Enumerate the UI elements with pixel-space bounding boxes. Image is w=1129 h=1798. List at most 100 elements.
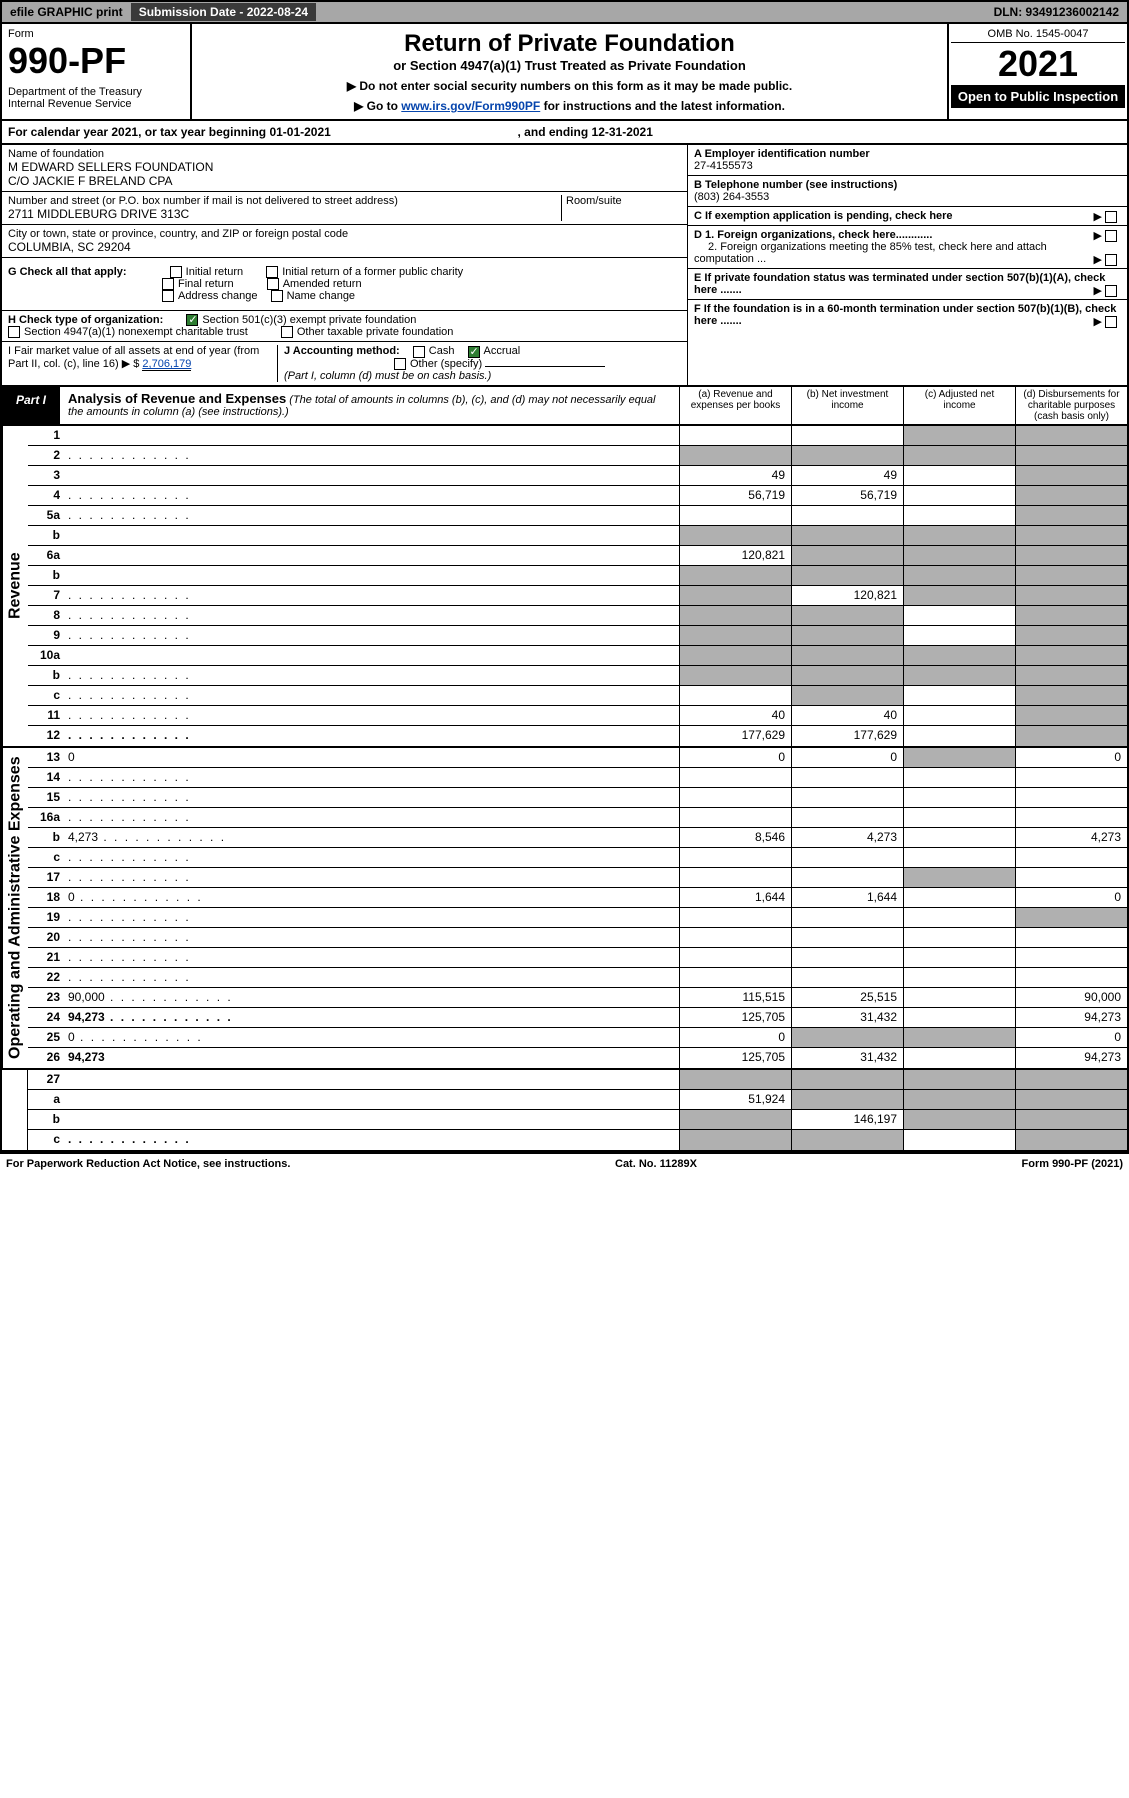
col-c bbox=[903, 968, 1015, 987]
col-a bbox=[679, 968, 791, 987]
col-a bbox=[679, 928, 791, 947]
checkbox-accrual[interactable] bbox=[468, 346, 480, 358]
col-d bbox=[1015, 706, 1127, 725]
e-label: E If private foundation status was termi… bbox=[694, 272, 1105, 296]
col-a: 56,719 bbox=[679, 486, 791, 505]
line-num: 19 bbox=[28, 908, 64, 927]
col-c-header: (c) Adjusted net income bbox=[903, 387, 1015, 424]
f-cell: F If the foundation is in a 60-month ter… bbox=[688, 300, 1127, 330]
col-c bbox=[903, 1070, 1015, 1089]
checkbox-f[interactable] bbox=[1105, 316, 1117, 328]
line-8: 8 bbox=[28, 606, 1127, 626]
opt-amended: Amended return bbox=[283, 278, 362, 290]
col-b bbox=[791, 868, 903, 887]
line-c: c bbox=[28, 1130, 1127, 1150]
checkbox-d1[interactable] bbox=[1105, 230, 1117, 242]
line-desc bbox=[64, 446, 679, 465]
line-b: b bbox=[28, 566, 1127, 586]
col-a: 40 bbox=[679, 706, 791, 725]
city-cell: City or town, state or province, country… bbox=[2, 225, 687, 258]
col-a bbox=[679, 1110, 791, 1129]
col-a bbox=[679, 606, 791, 625]
h-row: H Check type of organization: Section 50… bbox=[2, 311, 687, 342]
checkbox-e[interactable] bbox=[1105, 285, 1117, 297]
col-d bbox=[1015, 1130, 1127, 1150]
line-desc bbox=[64, 808, 679, 827]
line-25: 25000 bbox=[28, 1028, 1127, 1048]
room-label: Room/suite bbox=[566, 195, 681, 207]
col-b: 1,644 bbox=[791, 888, 903, 907]
omb-label: OMB No. 1545-0047 bbox=[951, 26, 1125, 43]
col-b bbox=[791, 646, 903, 665]
footer: For Paperwork Reduction Act Notice, see … bbox=[0, 1152, 1129, 1174]
checkbox-final[interactable] bbox=[162, 278, 174, 290]
line-desc bbox=[64, 566, 679, 585]
col-b bbox=[791, 626, 903, 645]
line-1: 1 bbox=[28, 426, 1127, 446]
line-desc bbox=[64, 526, 679, 545]
checkbox-c[interactable] bbox=[1105, 211, 1117, 223]
col-c bbox=[903, 808, 1015, 827]
col-a: 51,924 bbox=[679, 1090, 791, 1109]
col-a bbox=[679, 566, 791, 585]
checkbox-other-tax[interactable] bbox=[281, 326, 293, 338]
addr-value: 2711 MIDDLEBURG DRIVE 313C bbox=[8, 207, 561, 221]
revenue-side: Revenue bbox=[2, 426, 28, 746]
ij-row: I Fair market value of all assets at end… bbox=[2, 342, 687, 384]
h1-text: Section 501(c)(3) exempt private foundat… bbox=[202, 314, 416, 326]
tel-cell: B Telephone number (see instructions) (8… bbox=[688, 176, 1127, 207]
header-center: Return of Private Foundation or Section … bbox=[192, 24, 947, 119]
h3-text: Other taxable private foundation bbox=[297, 326, 454, 338]
irs-link[interactable]: www.irs.gov/Form990PF bbox=[401, 99, 540, 113]
line-b: b4,2738,5464,2734,273 bbox=[28, 828, 1127, 848]
checkbox-4947[interactable] bbox=[8, 326, 20, 338]
col-c bbox=[903, 1048, 1015, 1068]
col-b bbox=[791, 546, 903, 565]
col-b bbox=[791, 526, 903, 545]
col-d bbox=[1015, 506, 1127, 525]
cal-begin: For calendar year 2021, or tax year begi… bbox=[8, 125, 331, 139]
col-b bbox=[791, 666, 903, 685]
checkbox-name[interactable] bbox=[271, 290, 283, 302]
col-a bbox=[679, 626, 791, 645]
line-desc: 4,273 bbox=[64, 828, 679, 847]
col-d bbox=[1015, 426, 1127, 445]
line-num: 2 bbox=[28, 446, 64, 465]
col-b: 49 bbox=[791, 466, 903, 485]
line-4: 456,71956,719 bbox=[28, 486, 1127, 506]
checkbox-initial-former[interactable] bbox=[266, 266, 278, 278]
c-cell: C If exemption application is pending, c… bbox=[688, 207, 1127, 226]
col-b: 31,432 bbox=[791, 1008, 903, 1027]
checkbox-amended[interactable] bbox=[267, 278, 279, 290]
line-num: 24 bbox=[28, 1008, 64, 1027]
col-d bbox=[1015, 546, 1127, 565]
checkbox-501c3[interactable] bbox=[186, 314, 198, 326]
line-desc: 0 bbox=[64, 748, 679, 767]
checkbox-cash[interactable] bbox=[413, 346, 425, 358]
expense-table: Operating and Administrative Expenses 13… bbox=[0, 748, 1129, 1070]
col-c bbox=[903, 928, 1015, 947]
opt-initial-former: Initial return of a former public charit… bbox=[282, 266, 463, 278]
line-desc bbox=[64, 928, 679, 947]
j-cash: Cash bbox=[429, 345, 455, 357]
checkbox-other-method[interactable] bbox=[394, 358, 406, 370]
d2-label: 2. Foreign organizations meeting the 85%… bbox=[694, 241, 1047, 265]
opt-address: Address change bbox=[178, 290, 258, 302]
checkbox-address[interactable] bbox=[162, 290, 174, 302]
checkbox-initial[interactable] bbox=[170, 266, 182, 278]
line-15: 15 bbox=[28, 788, 1127, 808]
col-c bbox=[903, 768, 1015, 787]
line-num: b bbox=[28, 828, 64, 847]
col-c bbox=[903, 546, 1015, 565]
col-d bbox=[1015, 646, 1127, 665]
col-d bbox=[1015, 586, 1127, 605]
topbar: efile GRAPHIC print Submission Date - 20… bbox=[0, 0, 1129, 24]
i-value[interactable]: 2,706,179 bbox=[142, 358, 191, 371]
topbar-spacer bbox=[316, 10, 985, 14]
col-a bbox=[679, 908, 791, 927]
calendar-row: For calendar year 2021, or tax year begi… bbox=[0, 121, 1129, 145]
col-c bbox=[903, 486, 1015, 505]
foundation-name: M EDWARD SELLERS FOUNDATION C/O JACKIE F… bbox=[8, 160, 681, 188]
line-num: 21 bbox=[28, 948, 64, 967]
checkbox-d2[interactable] bbox=[1105, 254, 1117, 266]
